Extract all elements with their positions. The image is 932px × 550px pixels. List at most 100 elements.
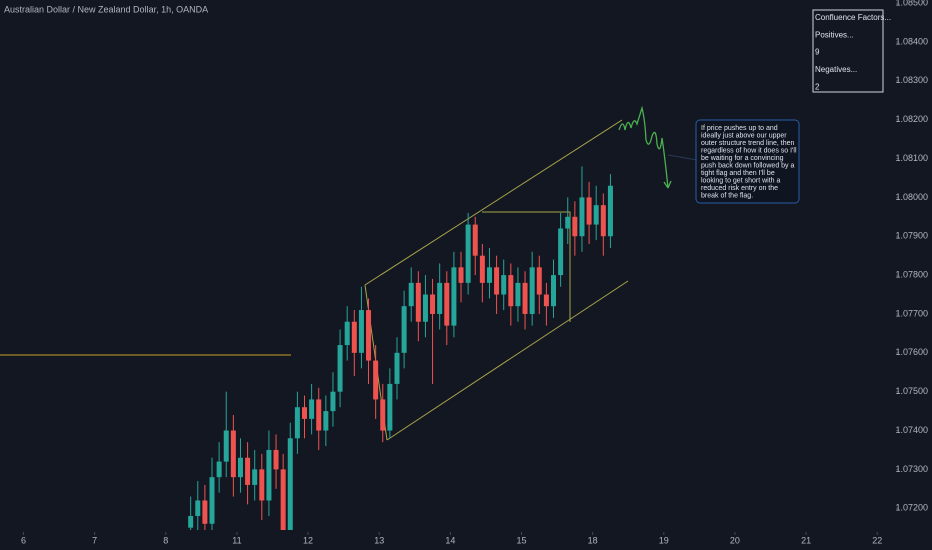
confluence-line: 2: [815, 82, 820, 91]
candle-body: [472, 224, 478, 256]
note-line: If price pushes up to and: [701, 125, 778, 132]
candle-body: [309, 399, 315, 419]
note-line: reduced risk entry on the: [701, 185, 778, 192]
y-tick-label: 1.07700: [895, 308, 928, 318]
confluence-line: Positives...: [815, 30, 854, 39]
plot-area: 1.07200 1.07300 1.07400 1.07500 1.07600 1.077…: [21, 0, 928, 545]
y-tick-label: 1.07200: [895, 503, 928, 513]
y-tick-label: 1.07800: [895, 269, 928, 279]
x-tick-label: 8: [163, 535, 168, 545]
candle-body: [387, 383, 393, 431]
candle-body: [415, 282, 421, 322]
candle-body: [280, 469, 286, 530]
candle-body: [572, 216, 578, 237]
candle-body: [245, 457, 251, 485]
candle-body: [380, 399, 386, 431]
confluence-line: Negatives...: [815, 65, 857, 74]
candle-body: [508, 275, 514, 307]
confluence-line: Confluence Factors...: [815, 13, 891, 22]
y-tick-label: 1.08400: [895, 36, 928, 46]
upper-trendline: [364, 119, 623, 286]
y-tick-label: 1.08200: [895, 114, 928, 124]
note-line: be waiting for a convincing: [701, 155, 784, 162]
candle-body: [607, 185, 613, 237]
structure-box: [482, 211, 571, 322]
candle-body: [558, 228, 564, 276]
candle-body: [337, 345, 343, 392]
note-line: outer structure trend line, then: [701, 140, 794, 147]
x-tick-label: 18: [588, 535, 598, 545]
y-tick-label: 1.07300: [895, 464, 928, 474]
x-tick-label: 21: [801, 535, 811, 545]
candle-body: [444, 282, 450, 326]
candle-body: [600, 205, 606, 237]
candle-body: [422, 294, 428, 322]
candle-body: [316, 399, 322, 431]
y-tick-label: 1.07900: [895, 231, 928, 241]
x-tick-label: 20: [730, 535, 740, 545]
candle-body: [401, 306, 407, 353]
y-tick-label: 1.07600: [895, 347, 928, 357]
candle-body: [294, 407, 300, 439]
candle-body: [216, 461, 222, 478]
y-tick-label: 1.08100: [895, 153, 928, 163]
candle-body: [430, 294, 436, 314]
projection-path: [618, 105, 672, 189]
x-tick-label: 6: [21, 535, 26, 545]
x-tick-label: 19: [659, 535, 669, 545]
chart-title: Australian Dollar / New Zealand Dollar, …: [4, 4, 208, 14]
candle-body: [465, 224, 471, 283]
candle-body: [252, 469, 258, 485]
candle-body: [323, 411, 329, 431]
candle-body: [202, 500, 208, 524]
candle-body: [522, 282, 528, 314]
candle-body: [586, 197, 592, 225]
x-tick-label: 11: [232, 535, 241, 545]
note-pointer: [667, 154, 698, 161]
y-tick-label: 1.08000: [895, 192, 928, 202]
confluence-box: [812, 9, 884, 93]
candle-body: [486, 267, 492, 283]
note-line: ideally just above our upper: [701, 132, 787, 139]
candle-body: [273, 449, 279, 470]
candle-body: [188, 516, 194, 528]
candle-body: [408, 282, 414, 307]
drawings: [0, 9, 884, 441]
confluence-line: 9: [815, 48, 820, 57]
candle-body: [195, 500, 201, 517]
candle-body: [366, 310, 372, 361]
candle-body: [394, 352, 400, 384]
candle-body: [515, 282, 521, 307]
candle-body: [593, 205, 599, 225]
candle-body: [437, 282, 443, 314]
candle-body: [373, 360, 379, 400]
note-line: push back down followed by a: [701, 162, 794, 169]
y-tick-label: 1.08500: [895, 0, 928, 7]
y-tick-label: 1.07400: [895, 425, 928, 435]
note-box: [695, 119, 800, 204]
x-tick-label: 15: [516, 535, 526, 545]
candle-body: [223, 430, 229, 462]
x-tick-label: 14: [445, 535, 455, 545]
candle-body: [351, 321, 357, 353]
lower-trendline: [386, 280, 629, 441]
candle-body: [302, 407, 308, 419]
candle-body: [536, 267, 542, 295]
candle-body: [551, 275, 557, 307]
y-tick-label: 1.07500: [895, 386, 928, 396]
note-line: tight flag and then I'll be: [701, 170, 775, 177]
candle-body: [209, 477, 215, 524]
candle-body: [330, 391, 336, 412]
candle-body: [287, 438, 293, 530]
x-tick-label: 13: [374, 535, 384, 545]
candle-body: [529, 267, 535, 314]
candle-body: [494, 267, 500, 295]
note-line: break of the flag.: [701, 192, 753, 199]
x-tick-label: 7: [92, 535, 97, 545]
candle-body: [579, 197, 585, 237]
candle-body: [501, 275, 507, 295]
candle-body: [458, 267, 464, 283]
candle-body: [479, 255, 485, 283]
